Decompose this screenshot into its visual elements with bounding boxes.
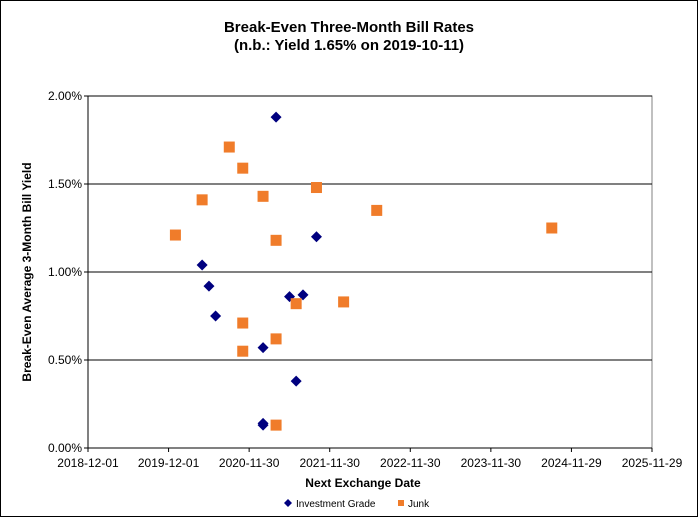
x-tick-label: 2019-12-01 <box>138 456 200 470</box>
y-axis-label: Break-Even Average 3-Month Bill Yield <box>20 162 34 381</box>
chart-title: Break-Even Three-Month Bill Rates <box>224 19 474 36</box>
data-point-investment-grade <box>270 111 282 123</box>
legend-marker-investment-grade <box>284 499 292 507</box>
y-tick-label: 2.00% <box>48 89 82 103</box>
data-point-investment-grade <box>203 280 215 292</box>
y-axis-ticks: 0.00% 0.50% 1.00% 1.50% 2.00% <box>48 89 88 455</box>
data-point-junk <box>338 296 350 308</box>
data-point-junk <box>237 345 249 357</box>
data-point-investment-grade <box>290 375 302 387</box>
data-marks <box>169 111 558 431</box>
x-tick-label: 2022-11-30 <box>380 456 441 470</box>
y-tick-label: 1.50% <box>48 177 82 191</box>
legend-marker-junk <box>398 500 404 506</box>
data-point-investment-grade <box>210 310 222 322</box>
x-axis-ticks: 2018-12-01 2019-12-01 2020-11-30 2021-11-30… <box>57 448 683 470</box>
legend: Investment Grade Junk <box>284 499 430 510</box>
data-point-investment-grade <box>196 259 208 271</box>
x-tick-label: 2018-12-01 <box>57 456 119 470</box>
legend-label-junk: Junk <box>408 499 430 510</box>
data-point-junk <box>290 298 302 310</box>
data-point-junk <box>270 419 282 431</box>
x-tick-label: 2020-11-30 <box>219 456 280 470</box>
data-point-junk <box>270 234 282 246</box>
x-tick-label: 2025-11-29 <box>622 456 683 470</box>
y-tick-label: 1.00% <box>48 265 82 279</box>
chart-subtitle: (n.b.: Yield 1.65% on 2019-10-11) <box>234 37 464 54</box>
data-point-junk <box>270 333 282 345</box>
legend-label-investment-grade: Investment Grade <box>296 499 376 510</box>
data-point-junk <box>310 182 322 194</box>
x-tick-label: 2024-11-29 <box>541 456 602 470</box>
y-tick-label: 0.50% <box>48 353 82 367</box>
data-point-investment-grade <box>310 231 322 243</box>
data-point-junk <box>169 229 181 241</box>
data-point-junk <box>371 204 383 216</box>
x-axis-label: Next Exchange Date <box>305 476 421 490</box>
data-point-junk <box>237 162 249 174</box>
data-point-junk <box>223 141 235 153</box>
y-tick-label: 0.00% <box>48 441 82 455</box>
x-tick-label: 2021-11-30 <box>299 456 360 470</box>
data-point-investment-grade <box>257 342 269 354</box>
data-point-investment-grade <box>297 289 309 301</box>
data-point-junk <box>196 194 208 206</box>
plot-area <box>87 95 653 449</box>
data-point-junk <box>257 190 269 202</box>
data-point-junk <box>237 317 249 329</box>
data-point-investment-grade <box>257 419 269 431</box>
series-junk <box>169 141 558 431</box>
x-tick-label: 2023-11-30 <box>461 456 522 470</box>
data-point-junk <box>546 222 558 234</box>
